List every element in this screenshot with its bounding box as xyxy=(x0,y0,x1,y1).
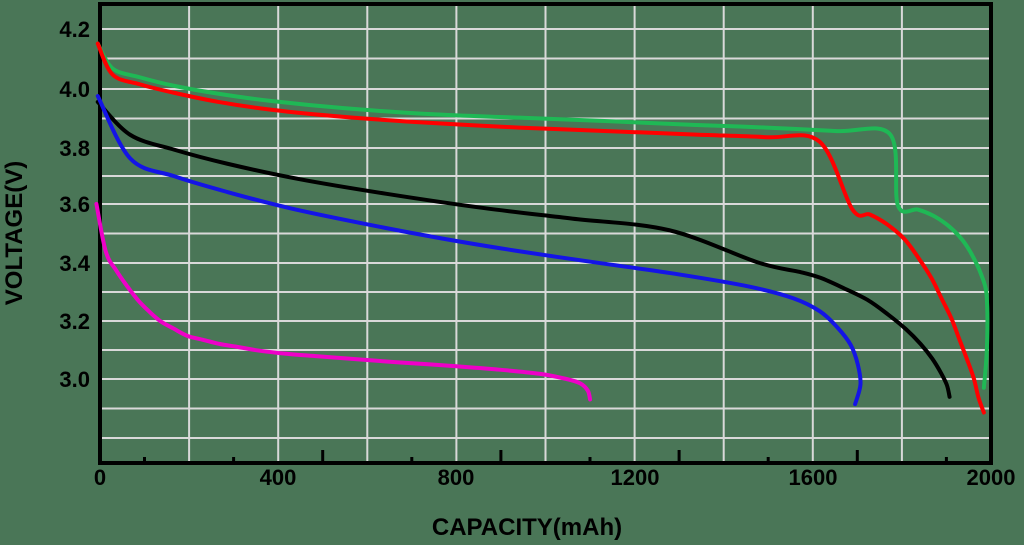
svg-text:800: 800 xyxy=(438,465,475,490)
svg-text:4.2: 4.2 xyxy=(59,17,90,42)
svg-text:3.6: 3.6 xyxy=(59,192,90,217)
svg-text:400: 400 xyxy=(260,465,297,490)
svg-text:VOLTAGE(V): VOLTAGE(V) xyxy=(1,161,28,305)
svg-text:3.2: 3.2 xyxy=(59,309,90,334)
svg-text:0: 0 xyxy=(94,465,106,490)
svg-text:CAPACITY(mAh): CAPACITY(mAh) xyxy=(432,514,622,541)
svg-text:2000: 2000 xyxy=(967,465,1016,490)
svg-text:1200: 1200 xyxy=(611,465,660,490)
svg-text:3.0: 3.0 xyxy=(59,367,90,392)
svg-text:3.8: 3.8 xyxy=(59,136,90,161)
svg-text:3.4: 3.4 xyxy=(59,251,90,276)
svg-text:1600: 1600 xyxy=(789,465,838,490)
svg-text:4.0: 4.0 xyxy=(59,77,90,102)
